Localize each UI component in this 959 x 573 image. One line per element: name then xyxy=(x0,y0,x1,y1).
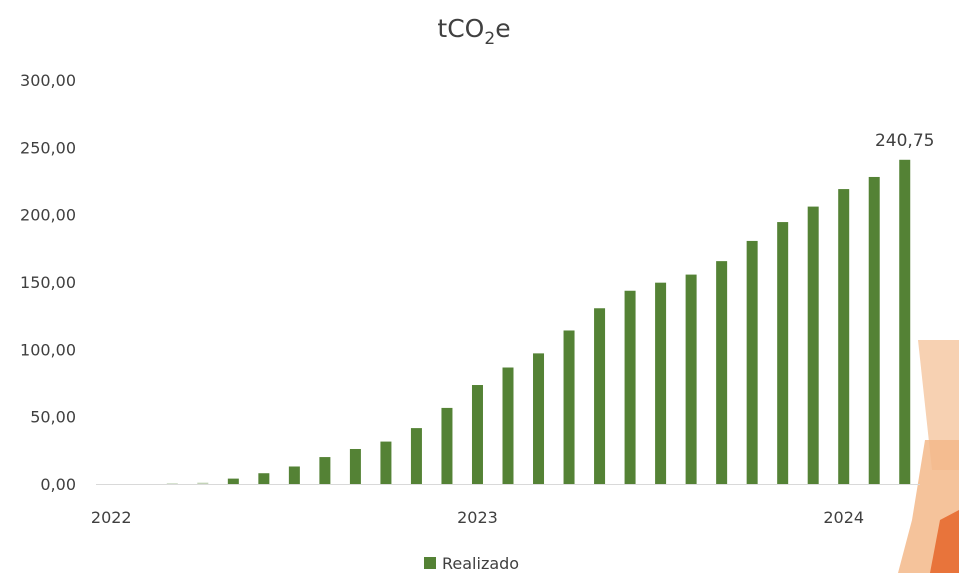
bar xyxy=(533,353,545,484)
bar xyxy=(288,466,300,484)
legend-swatch xyxy=(424,557,436,569)
data-labels: 240,75 xyxy=(875,131,934,151)
chart-title: tCO2e xyxy=(437,14,510,49)
bar xyxy=(563,330,575,484)
bar xyxy=(685,274,697,484)
y-tick-label: 200,00 xyxy=(20,206,76,225)
bar xyxy=(655,282,667,484)
bar xyxy=(319,457,331,484)
x-tick-label: 2024 xyxy=(823,508,864,527)
y-tick-label: 150,00 xyxy=(20,273,76,292)
bar xyxy=(838,189,850,484)
bar xyxy=(349,448,361,484)
bar xyxy=(227,478,239,484)
bar xyxy=(258,473,270,484)
bar xyxy=(166,483,178,484)
bar xyxy=(197,482,209,484)
y-tick-label: 300,00 xyxy=(20,71,76,90)
bar xyxy=(410,428,422,484)
bar xyxy=(380,441,392,484)
bar xyxy=(502,367,514,484)
legend: Realizado xyxy=(424,554,519,573)
data-label: 240,75 xyxy=(875,131,934,151)
decorative-corner-graphic xyxy=(898,340,959,573)
x-tick-label: 2022 xyxy=(91,508,132,527)
y-tick-label: 50,00 xyxy=(30,408,76,427)
x-tick-label: 2023 xyxy=(457,508,498,527)
bar xyxy=(716,261,728,484)
bar xyxy=(624,290,636,484)
bar xyxy=(868,176,880,484)
bar xyxy=(807,206,819,484)
bar xyxy=(899,159,911,485)
y-axis: 0,00 50,00 100,00 150,00 200,00 250,00 300,00 xyxy=(20,71,76,494)
bar xyxy=(594,308,606,484)
bar xyxy=(777,222,789,484)
bar xyxy=(746,240,758,484)
bar xyxy=(471,385,483,484)
bars xyxy=(166,159,911,485)
x-axis: 2022 2023 2024 xyxy=(91,508,864,527)
y-tick-label: 0,00 xyxy=(40,475,76,494)
legend-label: Realizado xyxy=(442,554,519,573)
bar xyxy=(441,407,453,484)
y-tick-label: 100,00 xyxy=(20,340,76,359)
y-tick-label: 250,00 xyxy=(20,138,76,157)
